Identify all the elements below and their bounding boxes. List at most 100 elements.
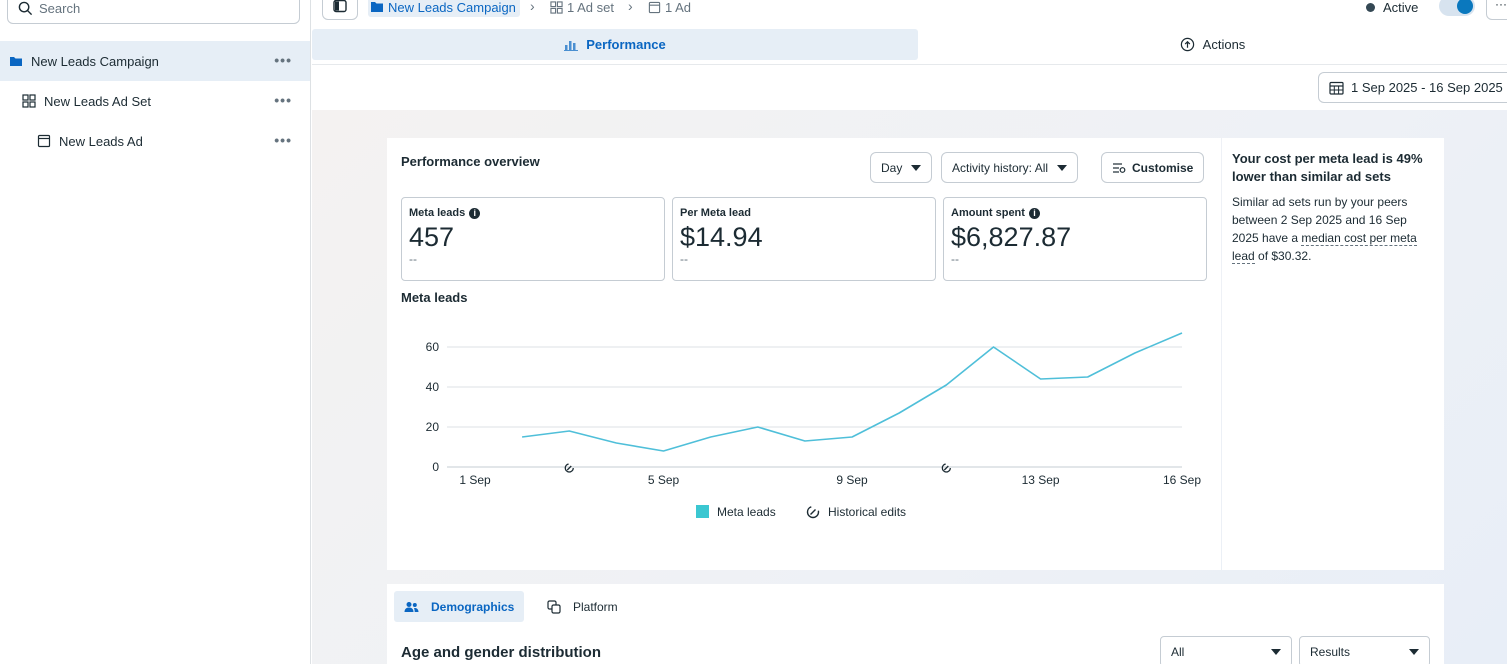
y-tick-label: 40 bbox=[426, 380, 440, 394]
metric-amount-spent[interactable]: Amount spent i $6,827.87 -- bbox=[943, 197, 1207, 281]
legend-label-meta-leads: Meta leads bbox=[717, 505, 776, 519]
metric-value: 457 bbox=[409, 222, 455, 252]
status-indicator: Active bbox=[1366, 0, 1418, 15]
button-label: Customise bbox=[1132, 160, 1194, 175]
tab-label: Platform bbox=[573, 599, 618, 614]
series-line-meta-leads bbox=[521, 332, 1183, 452]
search-input[interactable] bbox=[39, 0, 279, 16]
more-icon[interactable]: ••• bbox=[274, 92, 292, 108]
tab-performance[interactable]: Performance bbox=[312, 29, 918, 60]
tab-label: Actions bbox=[1202, 37, 1246, 52]
tab-platform[interactable]: Platform bbox=[537, 591, 628, 622]
more-icon[interactable]: ••• bbox=[274, 132, 292, 148]
platform-icon bbox=[547, 599, 561, 614]
y-tick-label: 20 bbox=[426, 420, 440, 434]
legend-historical-edits-stroke bbox=[810, 509, 816, 515]
historical-edit-marker-icon bbox=[564, 463, 574, 473]
tree-item-label: New Leads Campaign bbox=[31, 53, 159, 69]
caret-down-icon bbox=[911, 164, 922, 171]
insight-text: Similar ad sets run by your peers betwee… bbox=[1232, 195, 1408, 245]
insight-title: Your cost per meta lead is 49% lower tha… bbox=[1232, 151, 1423, 184]
tree-item-ad[interactable]: New Leads Ad ••• bbox=[0, 121, 310, 161]
metric-per-meta-lead[interactable]: Per Meta lead $14.94 -- bbox=[672, 197, 936, 281]
date-range-picker[interactable]: 1 Sep 2025 - 16 Sep 2025 bbox=[1318, 72, 1507, 103]
insight-definition-link[interactable]: median cost per meta lead bbox=[1232, 231, 1417, 264]
ad-icon bbox=[648, 1, 661, 13]
breadcrumb-label: 1 Ad bbox=[665, 0, 692, 15]
tree-item-campaign[interactable]: New Leads Campaign ••• bbox=[0, 41, 310, 81]
filter-results-dropdown[interactable]: Results bbox=[1299, 636, 1430, 664]
metric-label: Meta leads bbox=[409, 207, 466, 219]
info-icon[interactable]: i bbox=[469, 207, 481, 219]
status-dot bbox=[1366, 3, 1375, 12]
tab-label: Demographics bbox=[431, 599, 515, 614]
breadcrumb-campaign[interactable]: New Leads Campaign bbox=[368, 0, 520, 17]
x-tick-label: 5 Sep bbox=[648, 473, 680, 487]
sidebar-toggle-icon bbox=[333, 0, 347, 13]
ad-icon bbox=[37, 134, 51, 148]
x-tick-label: 1 Sep bbox=[459, 473, 491, 487]
overview-title: Performance overview bbox=[401, 154, 540, 169]
dropdown-label: Activity history: All bbox=[952, 160, 1049, 175]
search-icon bbox=[18, 1, 33, 15]
legend-historical-edits-icon bbox=[806, 505, 820, 519]
chevron-right-icon: › bbox=[530, 0, 535, 14]
y-tick-label: 0 bbox=[432, 460, 439, 474]
x-tick-label: 16 Sep bbox=[1163, 473, 1201, 487]
breadcrumb-adset[interactable]: 1 Ad set bbox=[550, 0, 614, 17]
active-toggle[interactable] bbox=[1439, 0, 1475, 16]
insight-body: Similar ad sets run by your peers betwee… bbox=[1232, 193, 1434, 265]
tree-item-label: New Leads Ad bbox=[59, 133, 143, 149]
customise-icon bbox=[1113, 162, 1126, 173]
age-gender-title: Age and gender distribution bbox=[401, 644, 602, 661]
chevron-right-icon: › bbox=[628, 0, 633, 14]
toggle-knob bbox=[1457, 0, 1473, 14]
people-icon bbox=[404, 601, 419, 612]
x-tick-label: 13 Sep bbox=[1022, 473, 1060, 487]
top-bar: New Leads Campaign › 1 Ad set › 1 Ad Act… bbox=[312, 0, 1507, 28]
caret-down-icon bbox=[1409, 648, 1419, 655]
folder-icon bbox=[371, 2, 383, 12]
metric-compare: -- bbox=[409, 252, 417, 266]
activity-history-dropdown[interactable]: Activity history: All bbox=[941, 152, 1079, 183]
caret-down-icon bbox=[1057, 164, 1068, 171]
performance-card bbox=[387, 138, 1221, 570]
tab-demographics[interactable]: Demographics bbox=[394, 591, 525, 622]
chart-title: Meta leads bbox=[401, 290, 468, 305]
calendar-icon bbox=[1329, 81, 1344, 95]
tab-label: Performance bbox=[586, 37, 666, 52]
granularity-dropdown[interactable]: Day bbox=[870, 152, 933, 183]
tab-actions[interactable]: Actions bbox=[918, 29, 1507, 60]
caret-down-icon bbox=[1271, 648, 1281, 655]
dropdown-label: Results bbox=[1310, 644, 1351, 659]
y-tick-label: 60 bbox=[426, 340, 440, 354]
tree-item-adset[interactable]: New Leads Ad Set ••• bbox=[0, 81, 310, 121]
breadcrumb-ad[interactable]: 1 Ad bbox=[648, 0, 691, 17]
meta-leads-line-chart: 0 20 40 60 1 Sep 5 Sep 9 Sep 13 Sep 16 Sep Meta l… bbox=[426, 332, 1201, 519]
historical-edit-marker-stroke bbox=[566, 465, 572, 471]
more-icon[interactable]: ••• bbox=[274, 52, 292, 68]
metric-compare: -- bbox=[680, 252, 688, 266]
historical-edit-marker-stroke bbox=[943, 465, 949, 471]
x-tick-label: 9 Sep bbox=[836, 473, 868, 487]
insight-text: of $30.32. bbox=[1254, 249, 1312, 263]
tree-item-label: New Leads Ad Set bbox=[44, 93, 151, 109]
legend-swatch-meta-leads bbox=[696, 505, 709, 518]
panel-toggle-button[interactable] bbox=[322, 0, 358, 20]
dropdown-label: Day bbox=[881, 160, 903, 175]
metric-label: Per Meta lead bbox=[680, 207, 751, 219]
info-icon[interactable]: i bbox=[1028, 207, 1040, 219]
more-options-button[interactable]: ··· bbox=[1486, 0, 1507, 20]
metric-meta-leads[interactable]: Meta leads i 457 -- bbox=[401, 197, 665, 281]
status-label: Active bbox=[1383, 0, 1419, 15]
metric-label: Amount spent bbox=[951, 207, 1025, 219]
divider bbox=[312, 64, 1507, 65]
dropdown-label: All bbox=[1171, 644, 1185, 659]
metric-value: $6,827.87 bbox=[951, 222, 1072, 252]
actions-icon bbox=[1180, 37, 1194, 52]
historical-edit-marker-icon bbox=[941, 463, 951, 473]
customise-button[interactable]: Customise bbox=[1101, 152, 1205, 183]
sidebar: New Leads Campaign ••• New Leads Ad Set … bbox=[0, 0, 311, 664]
filter-all-dropdown[interactable]: All bbox=[1160, 636, 1292, 664]
search-box[interactable] bbox=[7, 0, 300, 24]
